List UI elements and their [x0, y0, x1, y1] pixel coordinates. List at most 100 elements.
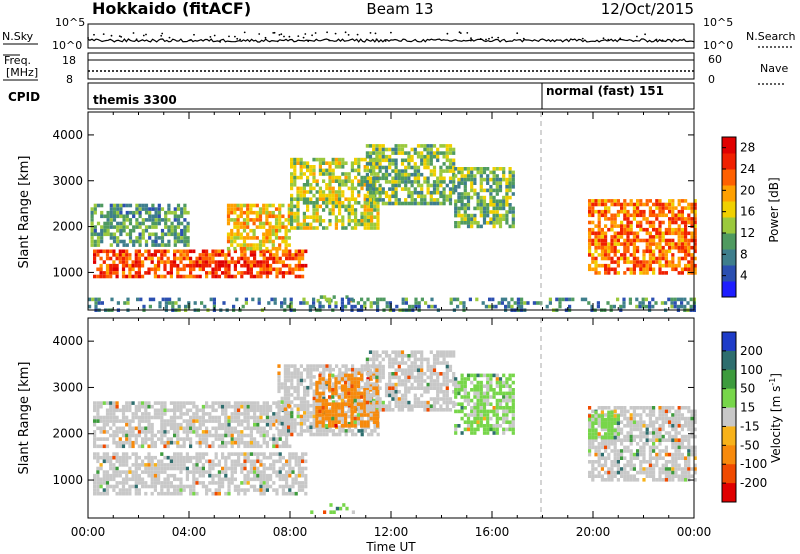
echo-cell: [439, 176, 443, 181]
echo-cell: [420, 379, 424, 383]
echo-cell: [147, 267, 151, 272]
echo-cell: [460, 416, 464, 421]
echo-cell: [684, 242, 688, 246]
echo-cell: [505, 177, 509, 182]
echo-cell: [365, 400, 369, 405]
echo-cell: [170, 210, 174, 215]
echo-cell: [265, 221, 269, 226]
echo-cell: [623, 224, 627, 228]
echo-cell: [128, 239, 133, 244]
echo-cell: [176, 437, 180, 441]
echo-cell: [157, 481, 161, 485]
echo-cell: [230, 232, 234, 237]
echo-cell: [144, 491, 148, 496]
echo-cell: [600, 253, 604, 257]
echo-cell: [99, 430, 103, 434]
echo-cell: [195, 274, 199, 279]
echo-cell: [410, 361, 414, 365]
echo-cell: [100, 228, 104, 233]
echo-cell: [350, 373, 354, 378]
echo-cell: [420, 361, 424, 365]
echo-cell: [645, 217, 649, 221]
echo-cell: [407, 180, 411, 184]
echo-cell: [299, 432, 303, 437]
echo-cell: [322, 382, 326, 386]
echo-cell: [644, 304, 648, 309]
echo-cell: [157, 437, 161, 441]
echo-cell: [189, 422, 193, 427]
echo-cell: [217, 473, 221, 478]
echo-cell: [315, 406, 319, 410]
echo-cell: [513, 301, 517, 305]
echo-cell: [169, 437, 173, 441]
echo-cell: [360, 429, 364, 433]
echo-cell: [338, 186, 342, 191]
echo-cell: [674, 263, 678, 268]
echo-cell: [508, 203, 512, 207]
echo-cell: [558, 304, 562, 309]
echo-cell: [176, 404, 180, 409]
echo-cell: [318, 219, 322, 223]
echo-cell: [167, 243, 171, 247]
echo-cell: [192, 422, 196, 427]
echo-cell: [671, 260, 675, 264]
echo-cell: [674, 242, 678, 246]
echo-cell: [137, 477, 141, 482]
echo-cell: [211, 444, 215, 449]
echo-cell: [243, 404, 247, 409]
echo-cell: [645, 245, 649, 250]
colorbar-segment: [722, 185, 736, 202]
echo-cell: [312, 432, 316, 437]
echo-cell: [365, 180, 369, 184]
echo-cell: [687, 249, 691, 254]
echo-cell: [134, 408, 138, 413]
echo-cell: [597, 263, 601, 268]
echo-cell: [315, 219, 319, 223]
echo-cell: [658, 235, 662, 239]
echo-cell: [189, 260, 193, 264]
echo-cell: [671, 217, 675, 221]
echo-cell: [93, 481, 97, 485]
echo-cell: [432, 151, 437, 155]
echo-cell: [233, 239, 237, 244]
echo-cell: [486, 188, 490, 193]
echo-cell: [591, 260, 595, 264]
echo-cell: [109, 243, 113, 247]
echo-cell: [664, 202, 668, 207]
echo-cell: [217, 481, 221, 485]
echo-cell: [246, 412, 250, 416]
echo-cell: [404, 393, 408, 398]
echo-cell: [131, 484, 135, 489]
echo-cell: [674, 206, 678, 210]
echo-cell: [470, 409, 474, 414]
echo-cell: [328, 395, 332, 399]
echo-cell: [420, 404, 424, 408]
echo-cell: [416, 154, 421, 159]
echo-cell: [290, 157, 294, 162]
echo-cell: [103, 225, 107, 229]
echo-cell: [230, 459, 234, 464]
echo-cell: [221, 484, 225, 489]
echo-cell: [338, 183, 342, 187]
echo-cell: [376, 204, 380, 209]
echo-cell: [244, 301, 248, 305]
echo-cell: [337, 373, 341, 378]
echo-cell: [420, 194, 424, 199]
echo-cell: [121, 271, 126, 275]
echo-cell: [445, 368, 449, 372]
echo-cell: [115, 271, 119, 275]
echo-cell: [237, 401, 241, 405]
echo-cell: [290, 378, 294, 383]
echo-cell: [400, 400, 405, 405]
echo-cell: [169, 463, 173, 467]
echo-cell: [454, 395, 458, 399]
echo-cell: [208, 260, 212, 264]
echo-cell: [281, 249, 285, 254]
echo-cell: [378, 397, 382, 401]
echo-cell: [112, 214, 117, 219]
echo-cell: [185, 484, 189, 489]
echo-cell: [284, 243, 288, 247]
echo-cell: [297, 455, 301, 460]
echo-cell: [607, 217, 611, 221]
echo-cell: [492, 206, 496, 211]
